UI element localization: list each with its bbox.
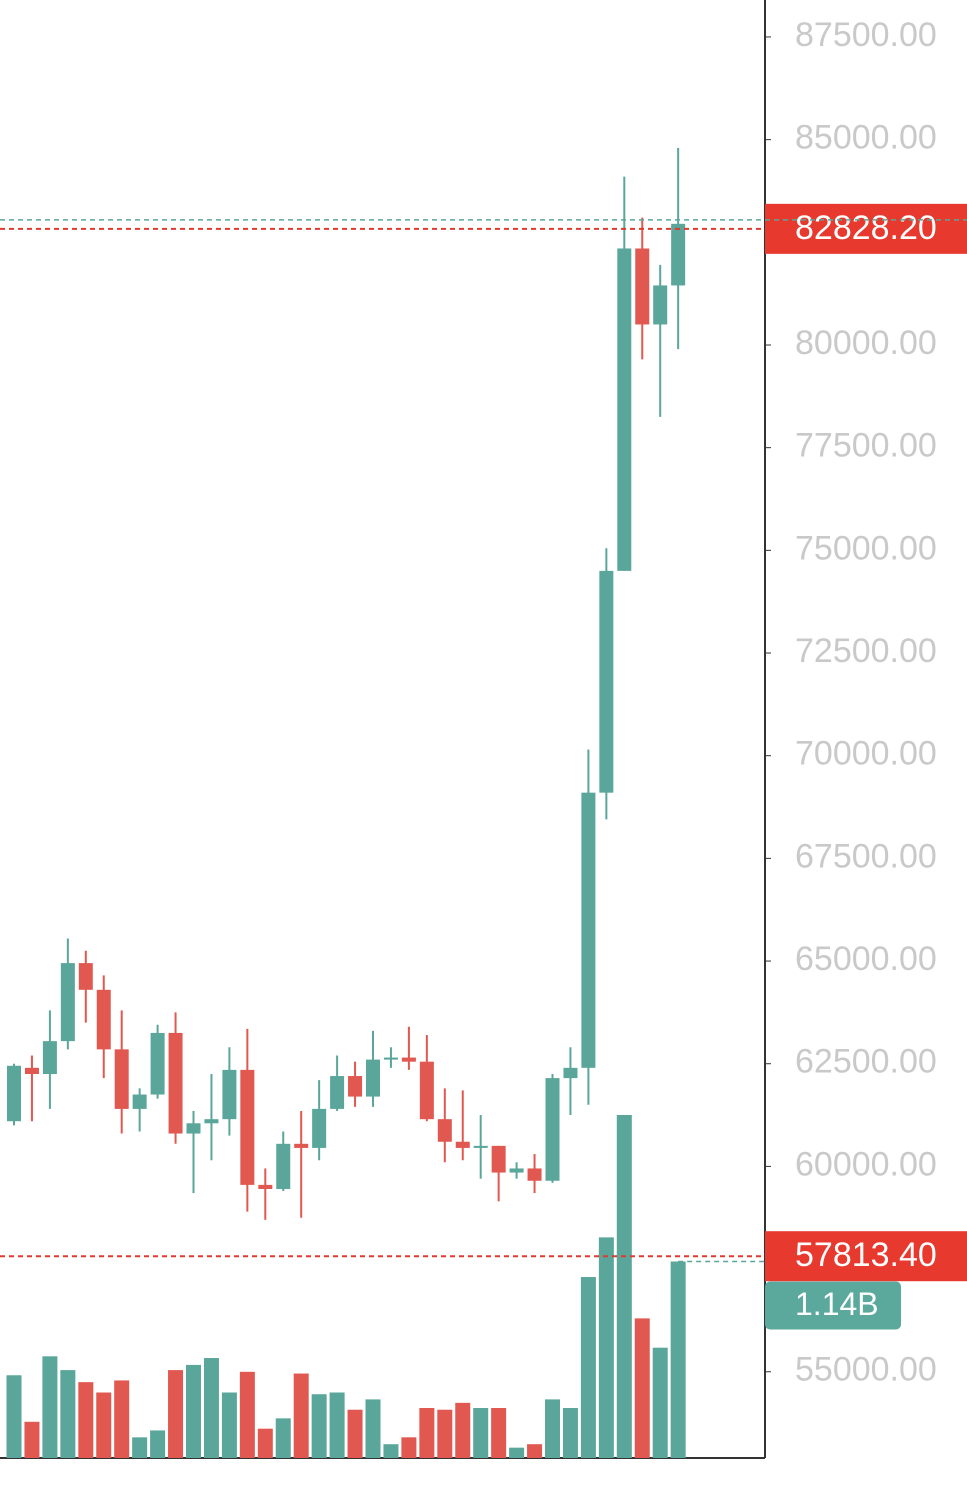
volume-bar xyxy=(150,1430,166,1458)
candle-body xyxy=(78,963,93,990)
volume-bar xyxy=(221,1392,237,1458)
candle-body xyxy=(7,1065,21,1122)
volume-bar xyxy=(401,1437,417,1458)
candle-body xyxy=(419,1061,434,1120)
price-label-box xyxy=(765,203,967,254)
candle-body xyxy=(383,1057,398,1060)
candle-body xyxy=(527,1168,542,1181)
y-tick-label: 55000.00 xyxy=(795,1351,937,1389)
volume-bar xyxy=(347,1409,363,1458)
volume-bar xyxy=(383,1444,399,1458)
volume-bar xyxy=(491,1408,507,1458)
volume-label: 1.14B xyxy=(795,1286,879,1322)
volume-bar xyxy=(437,1409,453,1458)
candle-body xyxy=(60,963,75,1042)
volume-bar xyxy=(24,1421,40,1458)
volume-bar xyxy=(168,1370,184,1458)
candle-body xyxy=(42,1041,57,1074)
price-label-box xyxy=(765,1231,967,1282)
candle-body xyxy=(599,570,614,793)
y-tick-label: 75000.00 xyxy=(795,529,937,567)
candle-body xyxy=(276,1143,291,1189)
candle-body xyxy=(671,223,686,286)
volume-bar xyxy=(473,1408,489,1458)
candle-body xyxy=(563,1067,578,1079)
volume-bar xyxy=(311,1394,327,1458)
volume-bar xyxy=(616,1115,632,1458)
volume-bar xyxy=(419,1408,435,1458)
y-tick-label: 85000.00 xyxy=(795,119,937,157)
volume-bar xyxy=(580,1277,596,1458)
volume-bar xyxy=(257,1428,273,1458)
candle-body xyxy=(114,1049,129,1109)
volume-bar xyxy=(42,1356,58,1458)
candle-body xyxy=(96,989,111,1050)
volume-bar xyxy=(96,1392,112,1458)
volume-bar xyxy=(329,1392,345,1458)
volume-bar xyxy=(527,1444,543,1458)
volume-bar xyxy=(275,1418,291,1458)
candle-body xyxy=(635,248,650,325)
volume-bar xyxy=(60,1370,76,1458)
y-tick-label: 60000.00 xyxy=(795,1145,937,1183)
candle-body xyxy=(509,1168,524,1173)
volume-bar xyxy=(293,1373,309,1458)
y-tick-label: 70000.00 xyxy=(795,735,937,773)
candle-body xyxy=(204,1119,219,1124)
candle-body xyxy=(222,1069,237,1120)
candle-body xyxy=(617,248,632,571)
volume-bar xyxy=(78,1382,94,1458)
candle-body xyxy=(491,1145,506,1173)
candle-body xyxy=(348,1076,363,1097)
volume-bar xyxy=(132,1437,148,1458)
candle-body xyxy=(653,285,668,325)
volume-bar xyxy=(186,1364,201,1458)
candle-body xyxy=(312,1108,327,1148)
y-tick-label: 62500.00 xyxy=(795,1043,937,1081)
volume-bar xyxy=(203,1358,219,1458)
volume-bar xyxy=(365,1399,381,1458)
volume-bar xyxy=(598,1237,614,1458)
candle-body xyxy=(473,1145,488,1148)
candle-body xyxy=(581,792,596,1068)
y-tick-label: 80000.00 xyxy=(795,324,937,362)
y-tick-label: 77500.00 xyxy=(795,427,937,465)
volume-bar xyxy=(634,1318,650,1458)
volume-bar xyxy=(239,1371,255,1458)
volume-bar xyxy=(670,1261,686,1458)
volume-bar xyxy=(545,1399,560,1458)
candle-body xyxy=(330,1076,345,1109)
y-tick-label: 67500.00 xyxy=(795,837,937,875)
candle-body xyxy=(24,1067,39,1074)
volume-bar xyxy=(455,1402,471,1458)
price-label: 82828.20 xyxy=(795,209,937,247)
volume-bar xyxy=(114,1380,130,1458)
volume-label-box xyxy=(765,1281,901,1330)
volume-bar xyxy=(6,1375,22,1458)
candle-body xyxy=(186,1123,201,1134)
price-label: 57813.40 xyxy=(795,1236,937,1274)
volume-bar xyxy=(652,1347,668,1458)
candle-body xyxy=(168,1032,183,1134)
y-tick-label: 72500.00 xyxy=(795,632,937,670)
volume-bar xyxy=(509,1447,525,1458)
candle-body xyxy=(545,1078,560,1181)
y-tick-label: 65000.00 xyxy=(795,940,937,978)
candle-body xyxy=(401,1057,416,1062)
candle-body xyxy=(240,1069,255,1185)
candle-body xyxy=(294,1143,309,1148)
candle-body xyxy=(455,1141,470,1148)
y-tick-label: 87500.00 xyxy=(795,16,937,54)
candle-body xyxy=(366,1059,380,1097)
volume-bar xyxy=(562,1408,578,1458)
candle-body xyxy=(150,1032,165,1095)
candle-body xyxy=(132,1094,147,1109)
candle-body xyxy=(437,1119,452,1142)
candle-body xyxy=(258,1184,273,1189)
